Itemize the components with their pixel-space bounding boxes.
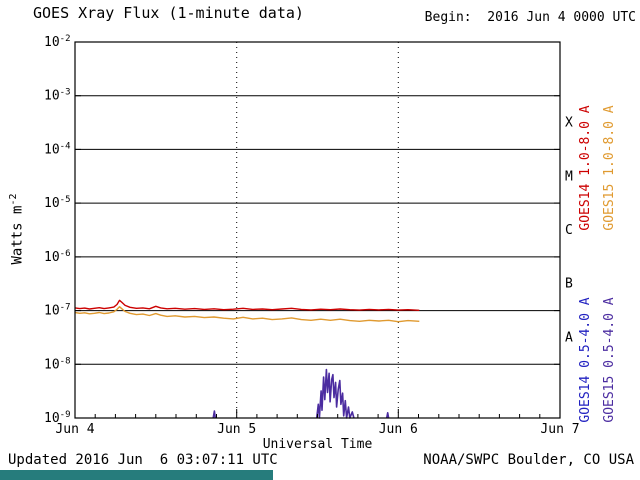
flare-class-labels: X M C B A (565, 116, 573, 346)
series-lines (74, 299, 420, 419)
series-goes15-short (385, 411, 390, 419)
y-tick-label: 10-2 (44, 34, 71, 50)
x-tick-label: Jun 6 (379, 422, 418, 437)
series-goes15-short (212, 410, 217, 419)
flare-class-letter: A (565, 330, 573, 345)
flare-class-letter: M (565, 169, 573, 184)
y-tick-label: 10-4 (44, 141, 71, 157)
axes-frame (74, 41, 561, 419)
begin-label: Begin: 2016 Jun 4 0000 UTC (424, 10, 636, 25)
y-axis-label: Watts m-2 (8, 173, 26, 285)
y-tick-label: 10-6 (44, 249, 71, 265)
page-title: GOES Xray Flux (1-minute data) (33, 4, 304, 22)
y-tick-label: 10-7 (44, 303, 71, 319)
flare-class-letter: B (565, 277, 573, 292)
y-axis-label-exponent: -2 (8, 193, 19, 206)
legend-goes14-short: GOES14 0.5-4.0 A (578, 297, 593, 423)
x-tick-label: Jun 7 (540, 422, 579, 437)
series-goes15-short (315, 368, 355, 419)
flare-class-letter: C (565, 223, 573, 238)
x-tick-label: Jun 4 (55, 422, 94, 437)
footer-source-credit: NOAA/SWPC Boulder, CO USA (423, 452, 634, 468)
x-axis-label: Universal Time (262, 437, 373, 452)
footer-updated-timestamp: Updated 2016 Jun 6 03:07:11 UTC (8, 452, 278, 468)
series-goes14-long (74, 299, 420, 311)
y-tick-label: 10-3 (44, 88, 71, 104)
flare-class-letter: X (565, 116, 573, 131)
legend-goes14-long: GOES14 1.0-8.0 A (578, 105, 593, 231)
y-tick-label: 10-5 (44, 195, 71, 211)
series-goes15-long (74, 306, 420, 323)
legend-goes15-long: GOES15 1.0-8.0 A (602, 105, 617, 231)
grid (75, 42, 560, 418)
footer-color-bar (0, 470, 273, 480)
y-tick-label: 10-8 (44, 356, 71, 372)
x-tick-label: Jun 5 (217, 422, 256, 437)
legend-goes15-short: GOES15 0.5-4.0 A (602, 297, 617, 423)
y-axis-label-text: Watts m (9, 205, 26, 265)
